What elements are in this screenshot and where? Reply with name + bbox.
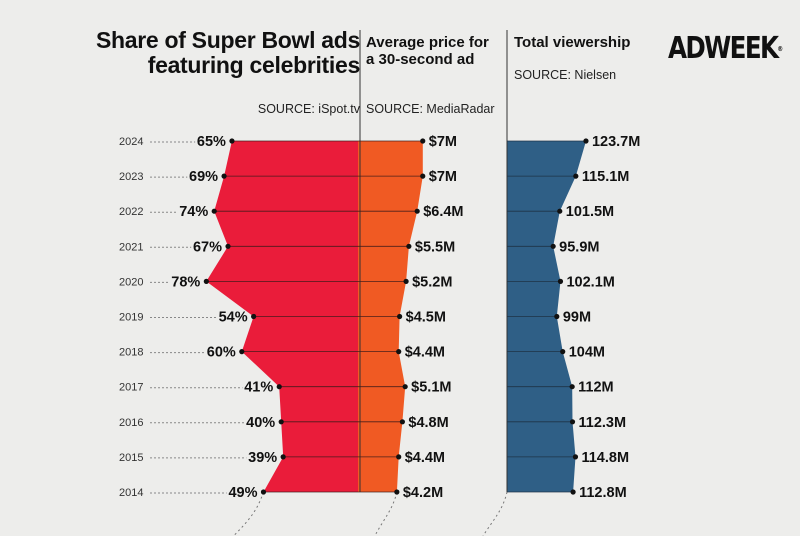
viewership-data-label: 102.1M [566,274,614,290]
celebrity-data-label: 54% [219,310,248,326]
viewership-chart-title: Total viewership [514,34,631,51]
viewership-point [569,419,576,425]
price-data-label: $4.5M [406,310,446,326]
year-tick-label: 2020 [119,276,143,288]
price-data-label: $5.1M [411,380,451,396]
price-point [396,349,402,355]
price-data-label: $4.2M [403,485,443,501]
celebrity-data-label: 39% [248,450,277,466]
viewership-data-label: 95.9M [559,239,599,255]
year-tick-label: 2016 [119,417,143,429]
price-point [397,313,403,320]
year-tick-label: 2024 [119,136,143,148]
celebrity-data-label: 78% [171,274,200,290]
year-tick-label: 2021 [119,241,143,253]
celebrity-point [280,454,286,460]
celebrity-data-label: 60% [207,345,236,361]
price-point [394,489,400,495]
viewership-point [573,173,579,179]
viewership-data-label: 101.5M [566,204,614,220]
price-point [402,384,408,390]
price-point [399,419,405,425]
viewership-point [557,278,564,284]
viewership-point [560,349,566,355]
celebrity-data-label: 40% [246,415,275,431]
price-point [396,454,402,460]
logo-text: ADWEEK [668,31,779,66]
celebrity-point [239,349,245,355]
price-dashed-trail [374,491,398,536]
price-data-label: $7M [429,169,457,185]
celebrity-data-label: 41% [244,380,273,396]
viewership-data-label: 104M [569,345,605,361]
price-data-label: $7M [429,134,457,150]
viewership-dashed-trail [482,491,508,536]
adweek-logo: ADWEEK® [668,31,783,67]
celebrity-dashed-trail [233,491,264,536]
celebrity-data-label: 65% [197,134,226,150]
price-data-label: $4.4M [405,450,445,466]
price-point [414,208,420,214]
viewership-data-label: 123.7M [592,134,640,150]
viewership-point [550,243,556,249]
celebrity-point [278,419,284,425]
year-tick-label: 2015 [119,452,143,464]
viewership-data-label: 112.3M [579,415,627,431]
viewership-data-label: 115.1M [582,169,630,185]
viewership-point [583,138,589,144]
price-point [420,138,426,144]
logo-trademark: ® [777,45,784,53]
celebrity-point [211,208,217,214]
celebrity-chart-title: Share of Super Bowl ads featuring celebr… [95,27,360,78]
viewership-point [554,313,560,320]
price-data-label: $5.5M [415,239,455,255]
celebrity-data-label: 74% [179,204,208,220]
price-chart-title: Average price for a 30-second ad [366,34,489,68]
price-data-label: $4.4M [405,345,445,361]
celebrity-point [260,489,267,495]
year-tick-label: 2019 [119,312,143,324]
price-point [420,173,426,179]
viewership-data-label: 99M [563,310,591,326]
price-source: SOURCE: MediaRadar [366,102,495,116]
viewership-point [572,454,579,460]
viewership-point [557,208,563,214]
year-tick-label: 2022 [119,206,143,218]
celebrity-point [221,173,227,179]
viewership-data-label: 112M [578,380,613,396]
price-data-label: $5.2M [412,274,452,290]
celebrity-point [276,384,282,390]
price-data-label: $6.4M [423,204,463,220]
viewership-point [569,384,575,390]
celebrity-point [251,313,257,320]
year-tick-label: 2023 [119,171,143,183]
celebrity-point [203,278,209,284]
celebrity-data-label: 69% [189,169,218,185]
celebrity-data-label: 67% [193,239,222,255]
price-point [403,278,409,284]
celebrity-point [225,243,231,249]
price-data-label: $4.8M [408,415,448,431]
celebrity-point [229,138,235,144]
viewership-source: SOURCE: Nielsen [514,68,617,82]
celebrity-source: SOURCE: iSpot.tv [257,102,360,116]
viewership-data-label: 114.8M [581,450,629,466]
viewership-point [570,489,576,495]
year-tick-label: 2017 [119,382,143,394]
viewership-data-label: 112.8M [579,485,627,501]
price-point [406,243,412,249]
year-tick-label: 2018 [119,347,143,359]
celebrity-data-label: 49% [228,485,257,501]
year-tick-label: 2014 [119,487,143,499]
